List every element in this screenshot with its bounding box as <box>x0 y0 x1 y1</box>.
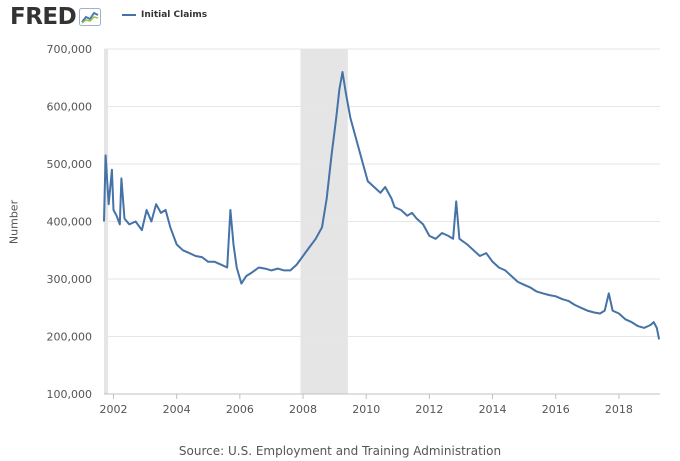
x-tick-label: 2016 <box>542 403 570 416</box>
legend-swatch <box>122 14 136 16</box>
fred-brand[interactable]: FRED <box>10 4 102 30</box>
y-tick-label: 500,000 <box>47 158 93 171</box>
fred-logo-text: FRED <box>10 4 77 30</box>
line-chart: 100,000 200,000 300,000 400,000 500,000 600,0… <box>47 43 661 416</box>
y-tick-label: 600,000 <box>47 101 93 114</box>
legend-label: Initial Claims <box>141 10 208 20</box>
source-note: Source: U.S. Employment and Training Adm… <box>178 444 502 458</box>
x-tick-label: 2014 <box>479 403 507 416</box>
x-tick-label: 2006 <box>226 403 254 416</box>
chart-legend: Initial Claims <box>122 10 207 20</box>
x-tick-label: 2012 <box>415 403 443 416</box>
y-axis: 100,000 200,000 300,000 400,000 500,000 600,0… <box>47 43 93 401</box>
y-axis-title: Number <box>7 199 21 245</box>
y-tick-label: 100,000 <box>47 388 93 401</box>
fred-chart-logo-icon <box>79 8 102 26</box>
y-tick-label: 400,000 <box>47 216 93 229</box>
x-tick-label: 2018 <box>605 403 633 416</box>
x-axis: 2002 2004 2006 2008 2010 2012 2014 2016 2018 <box>99 394 633 416</box>
x-tick-label: 2010 <box>352 403 380 416</box>
y-tick-label: 700,000 <box>47 43 93 56</box>
grid-lines <box>104 48 660 395</box>
y-tick-label: 200,000 <box>47 331 93 344</box>
x-tick-label: 2002 <box>99 403 127 416</box>
x-tick-label: 2008 <box>289 403 317 416</box>
series-layer <box>103 71 661 340</box>
x-tick-label: 2004 <box>163 403 191 416</box>
y-tick-label: 300,000 <box>47 273 93 286</box>
series-line-initial-claims <box>103 71 661 340</box>
